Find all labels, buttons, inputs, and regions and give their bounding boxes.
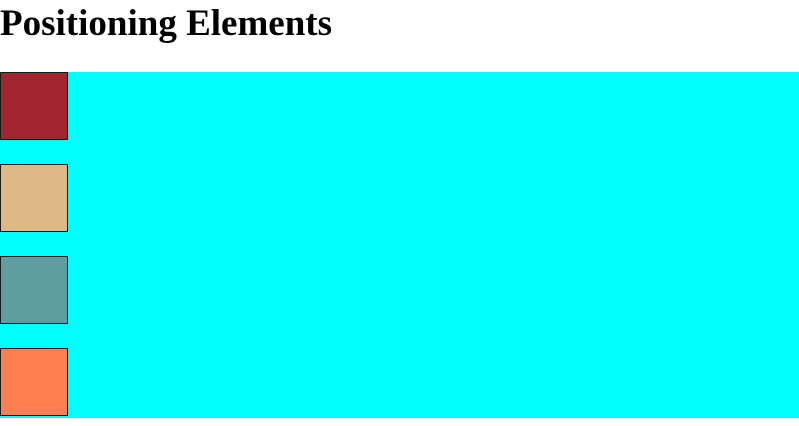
box-3	[0, 256, 68, 324]
box-1	[0, 72, 68, 140]
page-title: Positioning Elements	[0, 3, 332, 44]
box-4	[0, 348, 68, 416]
positioning-container	[0, 72, 799, 418]
box-2	[0, 164, 68, 232]
